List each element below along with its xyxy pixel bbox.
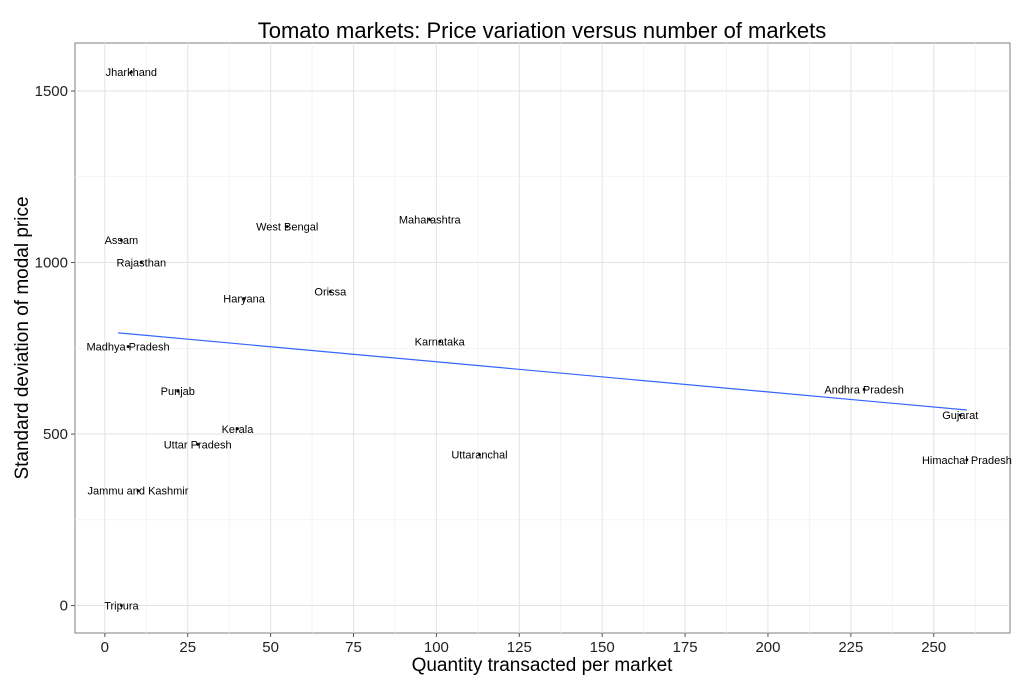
data-point xyxy=(242,297,246,300)
data-point xyxy=(428,218,432,222)
data-point xyxy=(438,340,442,343)
trend-line xyxy=(118,332,967,411)
point-label: Himachal Pradesh xyxy=(922,455,1012,467)
point-label: Tripura xyxy=(104,601,139,613)
trend-layer xyxy=(118,332,967,411)
point-label: Karnataka xyxy=(415,336,466,348)
y-axis-title: Standard deviation of modal price xyxy=(12,196,33,479)
data-point xyxy=(236,427,239,431)
data-point xyxy=(196,442,200,446)
y-tick-label: 1000 xyxy=(35,255,68,272)
y-tick-label: 500 xyxy=(43,426,68,443)
x-tick-label: 125 xyxy=(507,639,532,656)
x-tick-label: 50 xyxy=(262,639,279,656)
y-axis: 0 500 1000 1500 xyxy=(35,83,75,615)
point-label: Maharashtra xyxy=(399,215,462,227)
point-label: Jammu and Kashmir xyxy=(88,486,189,498)
y-tick-label: 1500 xyxy=(35,83,68,100)
point-label: Assam xyxy=(105,235,139,247)
point-label: Punjab xyxy=(161,386,195,398)
point-label: Gujarat xyxy=(942,410,978,422)
x-tick-label: 100 xyxy=(424,639,449,656)
data-point xyxy=(136,489,140,493)
x-tick-label: 225 xyxy=(838,639,863,656)
data-point xyxy=(958,413,962,417)
data-point xyxy=(176,389,180,393)
point-label: Jharkhand xyxy=(106,67,157,79)
point-label: Madhya Pradesh xyxy=(86,342,169,354)
plot-panel xyxy=(74,42,1011,634)
data-point xyxy=(129,70,133,74)
data-point xyxy=(139,261,143,264)
point-label: Andhra Pradesh xyxy=(824,384,904,396)
chart-title: Tomato markets: Price variation versus n… xyxy=(258,18,827,43)
data-point xyxy=(328,290,332,294)
x-tick-label: 150 xyxy=(590,639,615,656)
data-point xyxy=(120,238,123,242)
x-axis-title: Quantity transacted per market xyxy=(412,655,674,676)
x-axis: 0 25 50 75 100 125 150 175 200 225 250 xyxy=(101,633,946,656)
x-tick-label: 175 xyxy=(673,639,698,656)
data-point xyxy=(965,458,969,462)
points-layer: Jharkhand Assam Rajasthan West Bengal Mahara… xyxy=(86,67,1011,612)
data-point xyxy=(862,388,866,391)
x-tick-label: 200 xyxy=(755,639,780,656)
data-point xyxy=(126,345,130,348)
point-label: Uttaranchal xyxy=(451,450,507,462)
x-tick-label: 250 xyxy=(921,639,946,656)
x-tick-label: 0 xyxy=(101,639,109,656)
data-point xyxy=(120,604,123,607)
point-label: Rajasthan xyxy=(117,258,167,270)
point-label: Uttar Pradesh xyxy=(164,439,232,451)
grid xyxy=(75,43,1010,633)
point-label: Kerala xyxy=(222,424,255,436)
y-tick-label: 0 xyxy=(60,598,68,615)
data-point xyxy=(478,453,481,457)
point-label: Haryana xyxy=(223,294,265,306)
x-tick-label: 25 xyxy=(179,639,196,656)
point-label: West Bengal xyxy=(256,222,318,234)
point-label: Orissa xyxy=(314,287,347,299)
x-tick-label: 75 xyxy=(345,639,362,656)
data-point xyxy=(285,225,289,228)
